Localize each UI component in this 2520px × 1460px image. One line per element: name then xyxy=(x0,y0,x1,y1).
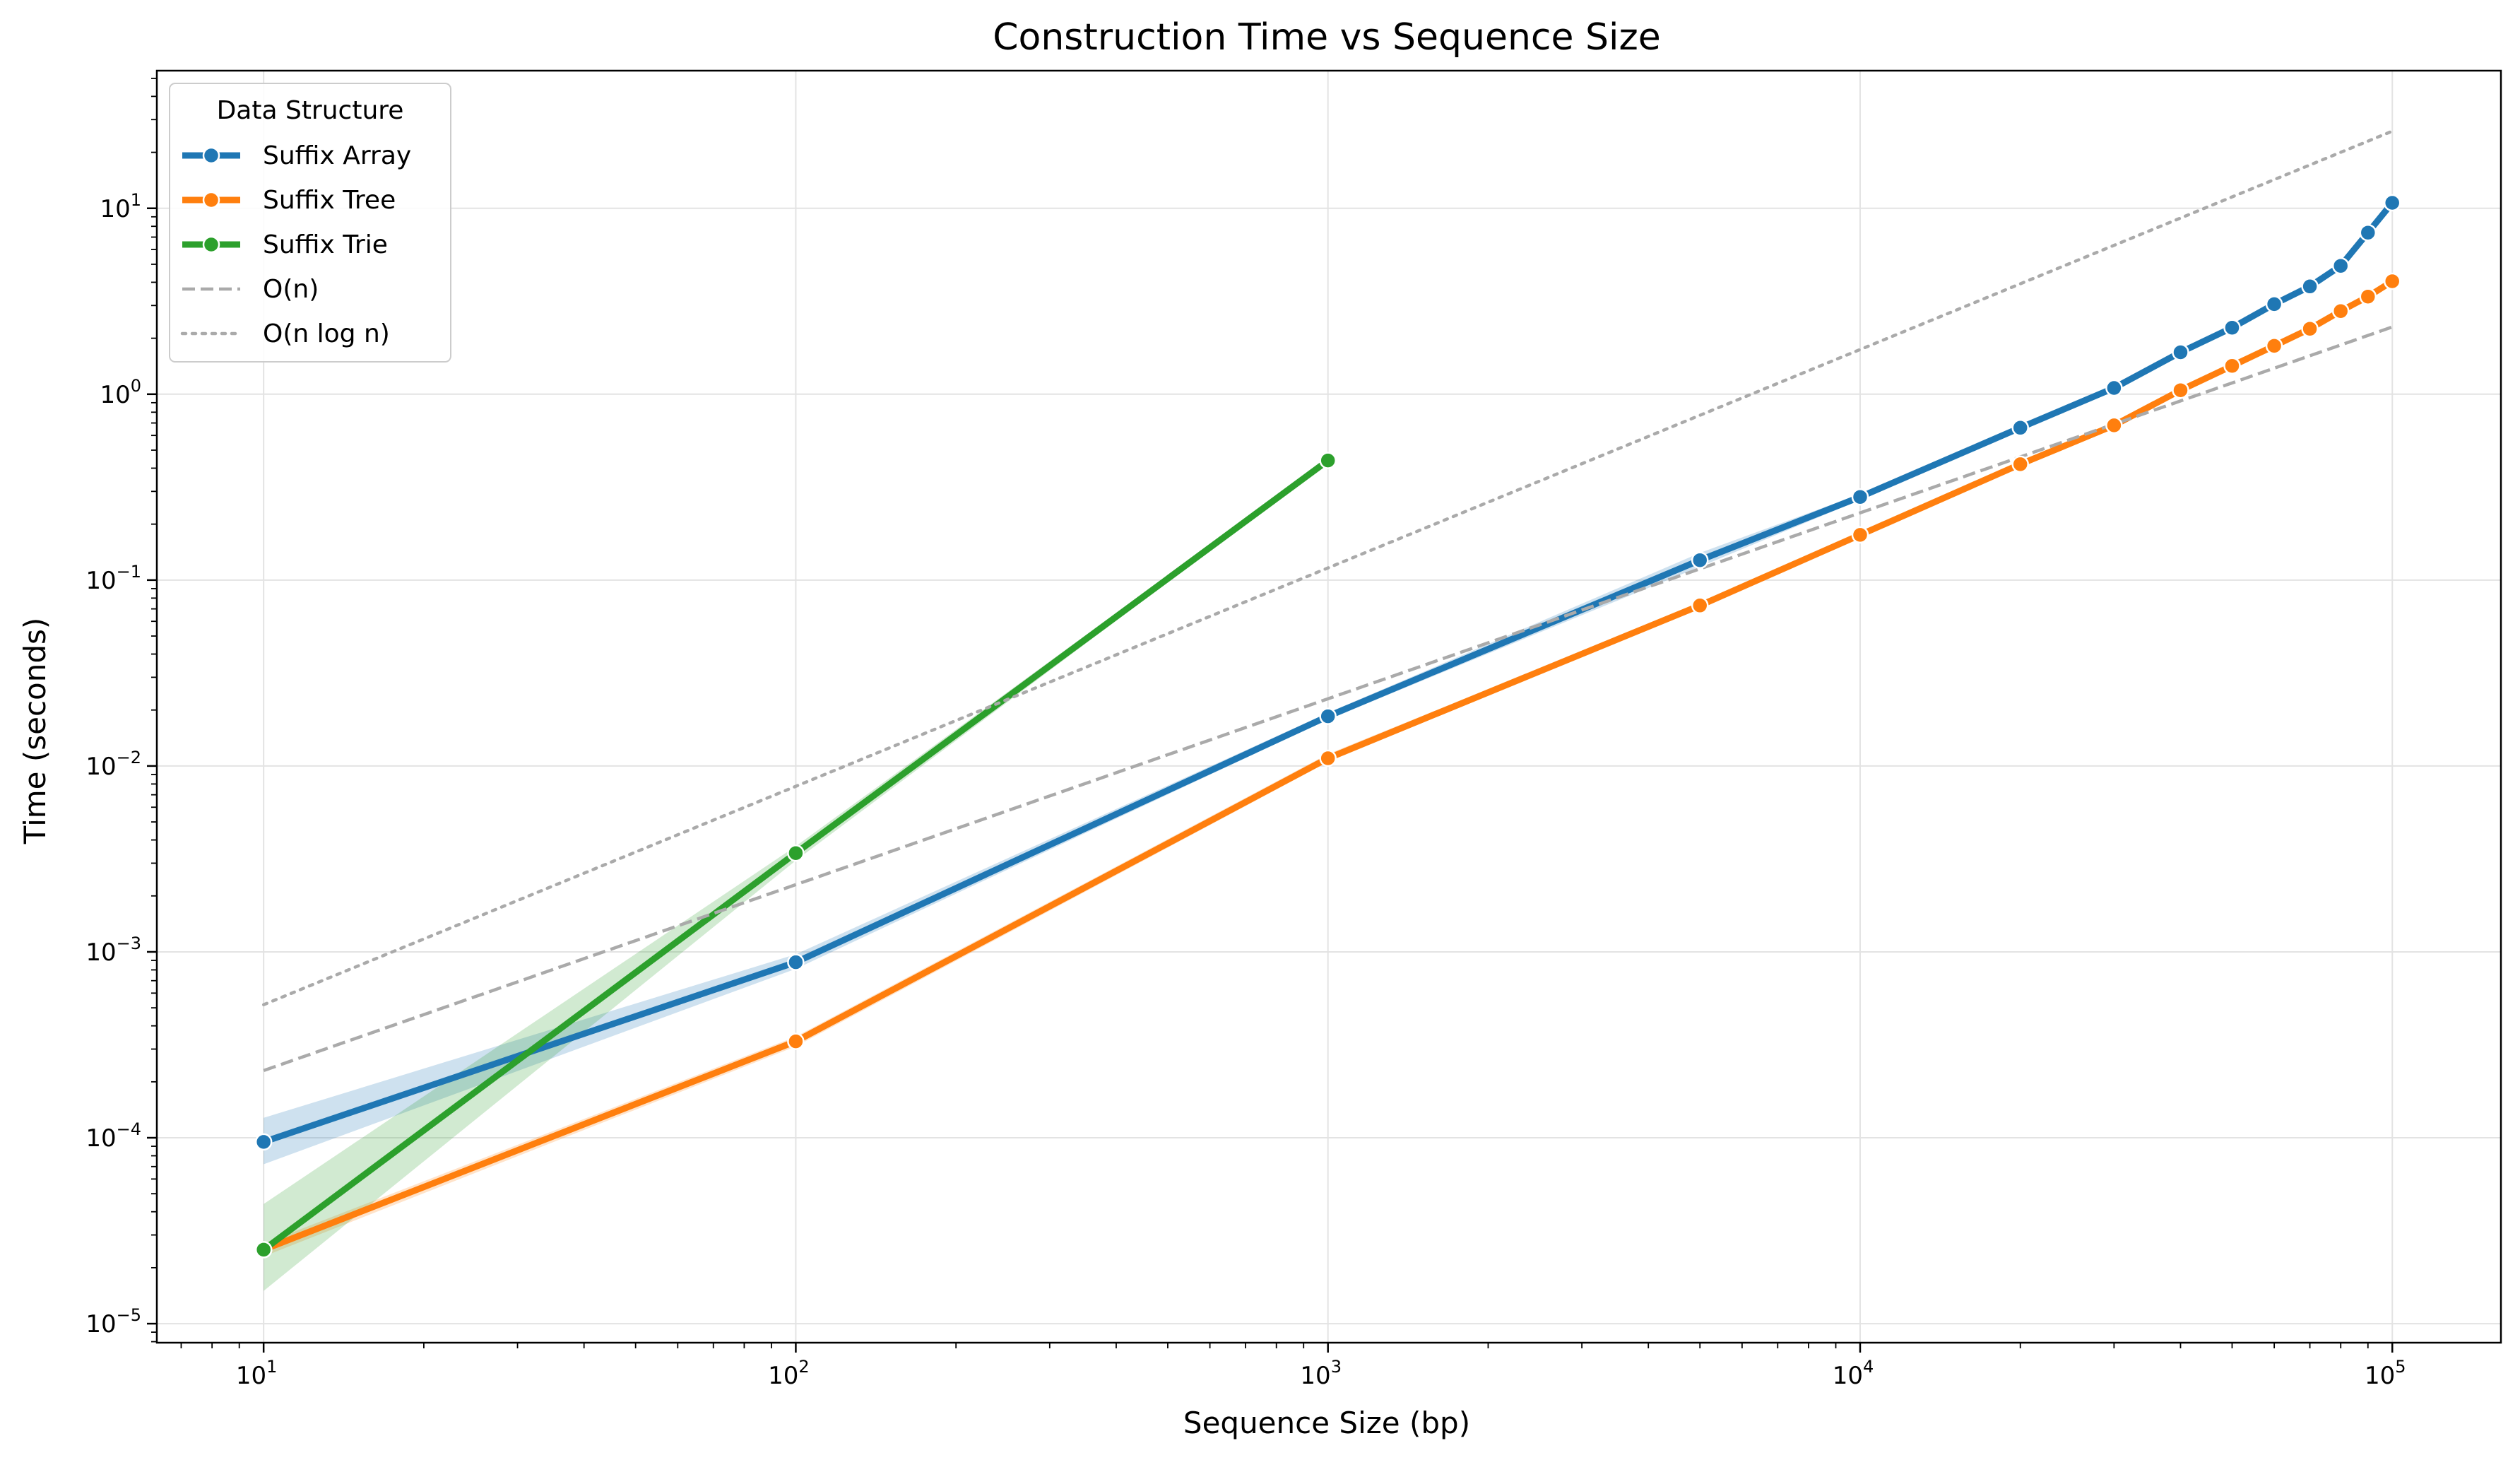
suffix-tree-point xyxy=(1691,596,1709,615)
x-axis: 101 102 103 104 105 xyxy=(236,1343,2406,1390)
legend-item-suffix-tree: Suffix Tree xyxy=(182,186,396,215)
legend-marker xyxy=(202,235,220,254)
y-tick-label: 10−4 xyxy=(85,1119,141,1153)
legend-item-suffix-array: Suffix Array xyxy=(182,141,411,170)
legend-item-o-n: O(n) xyxy=(182,275,319,304)
suffix-array-point xyxy=(2383,194,2401,212)
y-tick-label: 10−5 xyxy=(85,1305,141,1338)
suffix-array-point xyxy=(2105,379,2123,397)
plot-area: 101 102 103 104 105 10−510−410−310−210−11001… xyxy=(85,69,2502,1390)
series-markers xyxy=(254,194,2401,1259)
suffix-trie-point xyxy=(254,1241,273,1259)
legend-label: Suffix Array xyxy=(263,141,411,170)
suffix-tree-point xyxy=(2011,455,2029,473)
suffix-array-point xyxy=(787,953,805,971)
suffix-array-point xyxy=(254,1133,273,1151)
legend-item-o-n-log-n: O(n log n) xyxy=(180,319,390,348)
y-tick-label: 10−1 xyxy=(85,562,141,595)
suffix-array-point xyxy=(2301,278,2319,295)
minor-ticks xyxy=(151,77,2369,1348)
x-tick-label: 103 xyxy=(1300,1357,1342,1390)
x-tick-label: 105 xyxy=(2365,1357,2406,1390)
suffix-tree-point xyxy=(2359,288,2377,305)
x-tick-label: 102 xyxy=(768,1357,810,1390)
suffix-array-point xyxy=(2359,223,2377,242)
x-tick-label: 104 xyxy=(1833,1357,1874,1390)
legend-label: O(n log n) xyxy=(263,319,390,348)
suffix-array-point xyxy=(2172,343,2189,361)
suffix-array-point xyxy=(1319,707,1337,725)
suffix-array-point xyxy=(2223,319,2241,336)
suffix-tree-point xyxy=(2172,381,2189,399)
suffix-tree-point xyxy=(2265,337,2283,355)
y-axis: 10−5 10−4 10−3 10−2 10−1 100 101 xyxy=(85,190,157,1338)
legend-label: Suffix Trie xyxy=(263,230,388,259)
suffix-array-point xyxy=(2331,257,2350,275)
suffix-trie-point xyxy=(1319,452,1337,469)
suffix-trie-point xyxy=(787,844,805,862)
suffix-tree-point xyxy=(1851,526,1869,544)
plot-frame xyxy=(155,69,2502,1344)
legend-title: Data Structure xyxy=(217,96,404,125)
legend-items: Suffix Array Suffix Tree Suffix Trie O(n) O(… xyxy=(180,141,411,348)
x-tick-label: 101 xyxy=(236,1357,278,1390)
o-n-log-n-line xyxy=(261,129,2394,1006)
y-tick-label: 100 xyxy=(100,376,141,409)
suffix-tree-point xyxy=(2223,357,2241,375)
y-tick-label: 10−2 xyxy=(85,748,141,781)
y-axis-label: Time (seconds) xyxy=(18,618,52,845)
o-n-line xyxy=(263,325,2393,1073)
chart-title: Construction Time vs Sequence Size xyxy=(993,16,1661,59)
suffix-tree-point xyxy=(2383,272,2401,290)
legend-label: Suffix Tree xyxy=(263,186,396,215)
suffix-array-point xyxy=(1691,551,1709,569)
legend-marker xyxy=(202,146,220,165)
suffix-tree-point xyxy=(2105,416,2123,435)
legend-marker xyxy=(202,191,220,209)
suffix-tree-point xyxy=(2331,302,2350,320)
suffix-tree-point xyxy=(1319,749,1337,767)
legend-item-suffix-trie: Suffix Trie xyxy=(182,230,388,259)
suffix-tree-point xyxy=(2301,319,2319,338)
y-tick-label: 10−3 xyxy=(85,934,141,967)
x-axis-label: Sequence Size (bp) xyxy=(1183,1406,1470,1440)
suffix-array-point xyxy=(1851,488,1869,506)
suffix-tree-point xyxy=(787,1032,805,1050)
y-tick-label: 101 xyxy=(100,190,141,223)
suffix-array-point xyxy=(2011,419,2029,437)
suffix-array-point xyxy=(2265,295,2283,313)
legend-label: O(n) xyxy=(263,275,319,304)
